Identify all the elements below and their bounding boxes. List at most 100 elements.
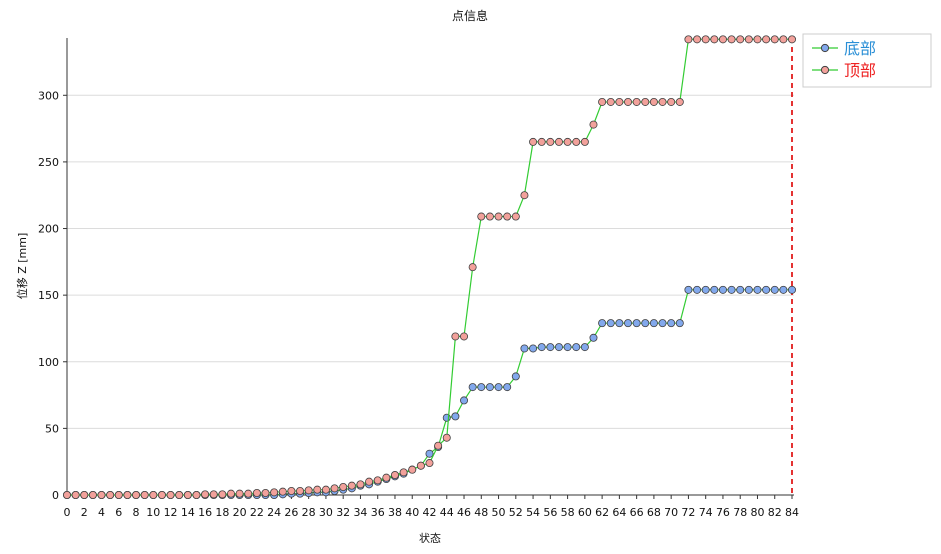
data-point <box>693 285 702 294</box>
data-point <box>503 383 512 392</box>
data-point <box>123 490 132 499</box>
y-tick-label: 200 <box>38 223 59 236</box>
grid <box>67 94 794 429</box>
x-tick-label: 18 <box>215 506 229 519</box>
data-point <box>399 468 408 477</box>
data-point <box>753 285 762 294</box>
legend-item-bottom[interactable]: 底部 <box>812 39 876 58</box>
data-point <box>304 486 313 495</box>
x-tick-label: 82 <box>768 506 782 519</box>
x-tick-label: 0 <box>64 506 71 519</box>
data-point <box>624 319 633 328</box>
data-point <box>684 285 693 294</box>
data-point <box>529 344 538 353</box>
data-point <box>88 490 97 499</box>
data-point <box>166 490 175 499</box>
data-point <box>468 263 477 272</box>
data-point <box>675 97 684 106</box>
data-point <box>554 343 563 352</box>
data-point <box>442 433 451 442</box>
data-point <box>278 487 287 496</box>
legend: 底部 顶部 <box>802 33 932 88</box>
data-point <box>606 319 615 328</box>
data-point <box>330 484 339 493</box>
data-point <box>511 372 520 381</box>
x-tick-label: 2 <box>81 506 88 519</box>
x-tick-label: 40 <box>405 506 419 519</box>
x-tick-label: 62 <box>595 506 609 519</box>
data-point <box>460 332 469 341</box>
data-point <box>356 480 365 489</box>
data-point <box>624 97 633 106</box>
y-tick-label: 300 <box>38 89 59 102</box>
data-point <box>149 490 158 499</box>
legend-marker-bottom <box>820 43 830 53</box>
data-point <box>753 35 762 44</box>
data-point <box>434 441 443 450</box>
x-tick-label: 30 <box>319 506 333 519</box>
x-tick-label: 72 <box>681 506 695 519</box>
data-point <box>416 461 425 470</box>
x-tick-label: 84 <box>785 506 799 519</box>
data-point <box>658 319 667 328</box>
data-point <box>589 333 598 342</box>
data-point <box>244 489 253 498</box>
data-point <box>788 35 797 44</box>
data-point <box>641 319 650 328</box>
x-tick-label: 80 <box>750 506 764 519</box>
data-point <box>261 489 270 498</box>
x-tick-label: 48 <box>474 506 488 519</box>
data-point <box>63 490 72 499</box>
data-point <box>744 35 753 44</box>
data-point <box>779 35 788 44</box>
data-point <box>572 343 581 352</box>
x-tick-label: 42 <box>423 506 437 519</box>
x-tick-label: 78 <box>733 506 747 519</box>
data-point <box>365 477 374 486</box>
data-point <box>451 412 460 421</box>
series <box>63 35 797 499</box>
x-tick-label: 64 <box>612 506 626 519</box>
data-point <box>615 97 624 106</box>
chart-title: 点信息 <box>452 8 488 23</box>
y-tick-label: 150 <box>38 289 59 302</box>
x-tick-label: 16 <box>198 506 212 519</box>
data-point <box>779 285 788 294</box>
x-tick-label: 22 <box>250 506 264 519</box>
y-ticks: 0 50 100 150 200 250 300 <box>38 89 67 502</box>
data-point <box>192 490 201 499</box>
x-tick-label: 70 <box>664 506 678 519</box>
axes <box>66 38 794 496</box>
y-tick-label: 50 <box>45 422 59 435</box>
data-point <box>408 465 417 474</box>
data-point <box>649 97 658 106</box>
data-point <box>563 137 572 146</box>
data-point <box>632 97 641 106</box>
x-tick-label: 50 <box>492 506 506 519</box>
data-point <box>140 490 149 499</box>
data-point <box>684 35 693 44</box>
data-point <box>736 285 745 294</box>
data-point <box>209 490 218 499</box>
data-point <box>106 490 115 499</box>
data-point <box>321 485 330 494</box>
x-tick-label: 4 <box>98 506 105 519</box>
legend-label-bottom: 底部 <box>844 39 876 58</box>
data-point <box>701 35 710 44</box>
y-tick-label: 100 <box>38 356 59 369</box>
data-point <box>287 487 296 496</box>
data-point <box>667 97 676 106</box>
data-point <box>641 97 650 106</box>
data-point <box>460 396 469 405</box>
legend-item-top[interactable]: 顶部 <box>812 61 876 80</box>
data-point <box>494 383 503 392</box>
data-point <box>71 490 80 499</box>
y-tick-label: 250 <box>38 156 59 169</box>
data-point <box>468 383 477 392</box>
x-axis-label: 状态 <box>419 531 441 545</box>
data-point <box>313 485 322 494</box>
data-point <box>693 35 702 44</box>
data-point <box>710 35 719 44</box>
x-tick-label: 34 <box>353 506 367 519</box>
